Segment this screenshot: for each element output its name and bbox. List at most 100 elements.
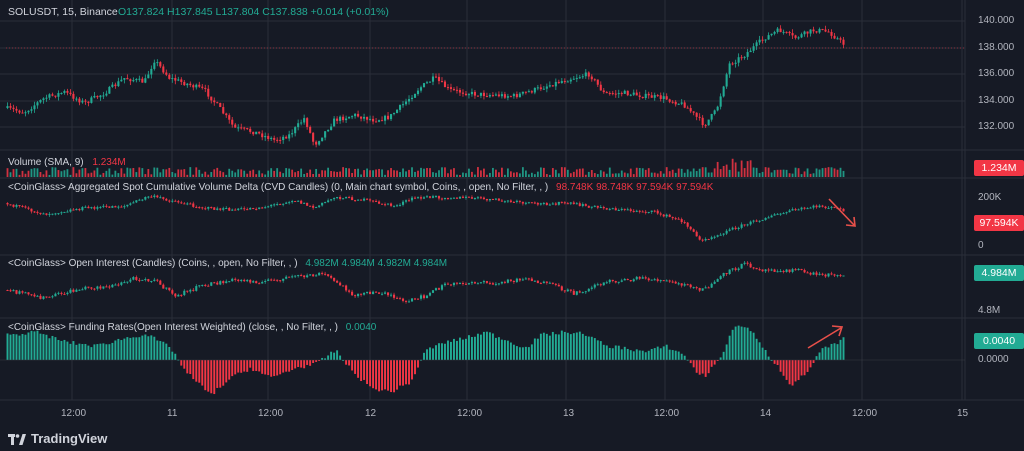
oi-candle: [144, 279, 147, 281]
funding-pane-title[interactable]: <CoinGlass> Funding Rates(Open Interest …: [8, 322, 376, 334]
oi-candle: [431, 290, 435, 293]
volume-bar: [420, 167, 422, 177]
volume-bar: [399, 172, 401, 177]
oi-candle: [620, 280, 623, 282]
volume-bar: [501, 167, 503, 177]
cvd-candle: [593, 205, 596, 207]
price-candle: [737, 57, 740, 63]
volume-bar: [354, 169, 356, 177]
symbol-label[interactable]: SOLUSDT, 15, Binance: [8, 6, 118, 18]
price-candle: [267, 135, 270, 139]
volume-bar: [569, 173, 572, 177]
cvd-candle: [575, 203, 578, 205]
price-candle: [395, 109, 399, 114]
time-axis-label: 15: [957, 408, 969, 419]
oi-candle: [279, 280, 282, 282]
price-candle: [51, 94, 54, 96]
cvd-pane-title[interactable]: <CoinGlass> Aggregated Spot Cumulative V…: [8, 182, 713, 194]
down-arrow-annotation: [828, 198, 855, 226]
volume-bar: [135, 172, 138, 177]
volume-bar: [210, 172, 213, 177]
oi-candle: [282, 278, 285, 281]
oi-candle: [33, 294, 36, 297]
volume-bar: [611, 173, 614, 177]
cvd-candle: [542, 202, 545, 204]
oi-candle: [216, 282, 219, 285]
volume-pane-title[interactable]: Volume (SMA, 9) 1.234M: [8, 157, 126, 169]
volume-bar: [441, 167, 443, 177]
tradingview-logo[interactable]: TradingView: [8, 431, 107, 446]
cvd-candle: [162, 197, 165, 199]
cvd-candle: [662, 214, 665, 217]
oi-pane-title[interactable]: <CoinGlass> Open Interest (Candles) (Coi…: [8, 258, 447, 270]
price-candle: [156, 62, 159, 64]
volume-bar: [93, 170, 96, 177]
price-candle: [725, 74, 728, 87]
cvd-axis-label: 200K: [978, 192, 1002, 203]
volume-bar: [264, 174, 267, 177]
oi-candle: [36, 295, 39, 297]
price-candle: [288, 134, 291, 139]
cvd-candle: [261, 207, 264, 209]
volume-bar: [339, 171, 342, 177]
volume-bar: [459, 174, 461, 177]
funding-bar: [818, 352, 821, 360]
price-candle: [647, 93, 650, 96]
funding-bar: [84, 343, 87, 360]
price-candle: [33, 105, 36, 110]
price-candle: [551, 85, 554, 87]
cvd-candle: [680, 219, 683, 223]
funding-bar: [6, 333, 9, 360]
oi-candle: [797, 268, 800, 271]
funding-bar: [90, 347, 93, 360]
cvd-candle: [177, 201, 180, 203]
oi-candle: [401, 298, 405, 301]
funding-bar: [668, 349, 671, 360]
funding-bar: [737, 325, 740, 360]
volume-bar: [66, 169, 69, 177]
cvd-candle: [626, 209, 629, 211]
price-candle: [258, 131, 261, 134]
oi-candle: [629, 280, 632, 282]
oi-candle: [713, 281, 716, 284]
price-axis-label: 134.000: [978, 95, 1015, 106]
funding-bar: [599, 341, 602, 360]
oi-candle: [63, 293, 66, 295]
cvd-candle: [165, 198, 168, 201]
funding-bar: [276, 360, 279, 376]
oi-candle: [135, 277, 138, 280]
price-candle: [117, 81, 120, 87]
oi-candle: [491, 283, 494, 285]
funding-bar: [123, 338, 126, 360]
volume-bar: [836, 169, 839, 177]
cvd-candle: [291, 201, 294, 203]
cvd-candle: [689, 226, 692, 230]
funding-bar: [698, 360, 701, 375]
oi-candle: [566, 289, 569, 292]
cvd-candle: [270, 204, 273, 207]
volume-bar: [78, 169, 81, 177]
oi-candle: [348, 290, 351, 292]
funding-bar: [533, 338, 536, 360]
oi-candle: [234, 278, 237, 280]
volume-bar: [246, 173, 249, 177]
volume-bar: [240, 169, 243, 177]
oi-candle: [524, 278, 527, 280]
volume-bar: [530, 172, 533, 177]
volume-bar: [87, 173, 90, 177]
oi-candle: [150, 280, 153, 282]
cvd-candle: [560, 201, 563, 203]
volume-bar: [695, 171, 698, 177]
oi-candle: [249, 279, 252, 283]
cvd-candle: [491, 198, 494, 200]
price-candle: [635, 92, 638, 96]
cvd-candle: [372, 200, 375, 202]
funding-bar: [291, 360, 294, 370]
oi-candle: [318, 272, 321, 276]
price-candle: [710, 113, 713, 120]
volume-bar: [512, 172, 515, 177]
funding-bar: [360, 360, 363, 382]
cvd-candle: [440, 198, 444, 200]
